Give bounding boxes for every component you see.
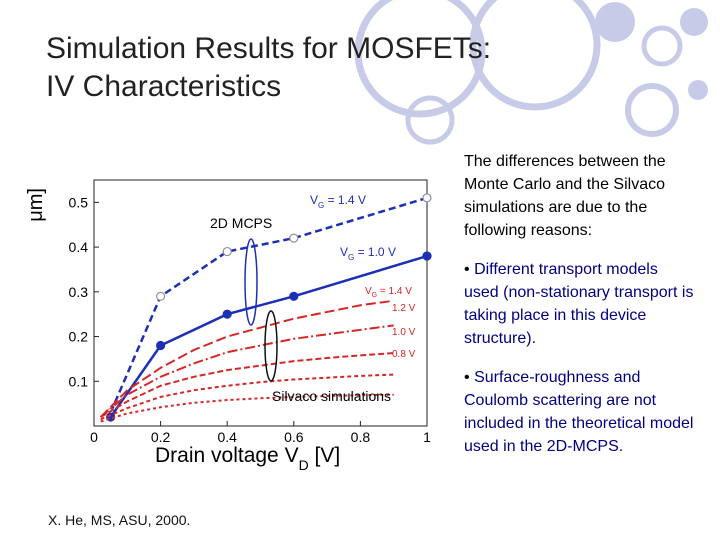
- y-axis-unit-label: μm]: [25, 188, 47, 222]
- data-series: [99, 193, 432, 423]
- label-vg-1-4-silvaco: VG = 1.4 V: [365, 286, 412, 299]
- decor-circle: [595, 2, 635, 42]
- data-point: [422, 251, 432, 261]
- title-line-1: Simulation Results for MOSFETs:: [46, 32, 492, 65]
- series-line: [100, 393, 394, 423]
- decorative-circles: [354, 0, 708, 145]
- decor-circle: [688, 80, 708, 100]
- reason-bullet-2: • Surface-roughness and Coulomb scatteri…: [464, 366, 694, 458]
- bullet-glyph: •: [464, 261, 470, 278]
- label-0-8v: 0.8 V: [392, 349, 416, 360]
- decor-circle: [405, 95, 455, 145]
- label-vg-1-0-mcps: VG = 1.0 V: [340, 245, 396, 262]
- y-tick-label: 0.2: [69, 329, 89, 345]
- reason-text-1: Different transport models used (non-sta…: [464, 261, 694, 347]
- data-point: [289, 233, 299, 243]
- decor-circle: [354, 0, 486, 118]
- slide-title: Simulation Results for MOSFETs: IV Chara…: [46, 30, 491, 106]
- x-tick-label: 0.2: [151, 429, 171, 445]
- intro-text: The differences between the Monte Carlo …: [464, 153, 666, 239]
- x-tick-label: 0.8: [351, 429, 371, 445]
- data-point: [422, 193, 432, 203]
- y-tick-label: 0.1: [69, 373, 89, 389]
- explanation-panel: The differences between the Monte Carlo …: [464, 150, 694, 474]
- series-line: [99, 299, 394, 418]
- data-point: [156, 291, 166, 301]
- label-2d-mcps: 2D MCPS: [210, 215, 272, 231]
- series-line: [100, 352, 394, 418]
- decor-circle: [469, 0, 601, 111]
- citation-footnote: X. He, MS, ASU, 2000.: [48, 512, 191, 528]
- series-line: [100, 373, 394, 421]
- label-1-2v: 1.2 V: [392, 303, 416, 314]
- mcps-group-ellipse: [244, 238, 258, 326]
- label-silvaco-simulations: Silvaco simulations: [272, 388, 391, 404]
- x-tick-label: 0.6: [284, 429, 304, 445]
- y-tick-label: 0.4: [69, 239, 89, 255]
- data-point: [222, 246, 232, 257]
- data-point: [222, 309, 232, 319]
- iv-chart: 0 0.2 0.4 0.6 0.8 1 0.1 0.2 0.3 0.4 0.5 μm] Drain …: [25, 179, 432, 473]
- decor-circle: [680, 8, 708, 36]
- axis-ticks: 0 0.2 0.4 0.6 0.8 1 0.1 0.2 0.3 0.4 0.5: [69, 194, 432, 445]
- decor-circle: [625, 83, 679, 137]
- x-tick-label: 1: [423, 429, 431, 445]
- bullet-glyph: •: [464, 369, 470, 386]
- y-tick-label: 0.5: [69, 194, 89, 210]
- decor-circle: [641, 25, 683, 67]
- data-point: [156, 340, 166, 351]
- label-vg-1-4-mcps: VG = 1.4 V: [310, 193, 366, 210]
- label-1-0v: 1.0 V: [392, 327, 416, 338]
- series-line: [109, 196, 428, 414]
- x-axis-title: Drain voltage VD [V]: [155, 444, 340, 473]
- x-tick-label: 0.4: [217, 429, 237, 445]
- reason-text-2: Surface-roughness and Coulomb scattering…: [464, 369, 694, 455]
- title-line-2: IV Characteristics: [46, 70, 282, 103]
- reason-bullet-1: • Different transport models used (non-s…: [464, 258, 694, 350]
- plot-frame: [93, 179, 428, 427]
- data-point: [289, 291, 299, 301]
- y-tick-label: 0.3: [69, 284, 89, 300]
- series-line: [100, 324, 394, 418]
- silvaco-group-ellipse: [264, 310, 278, 382]
- x-tick-label: 0: [90, 429, 98, 445]
